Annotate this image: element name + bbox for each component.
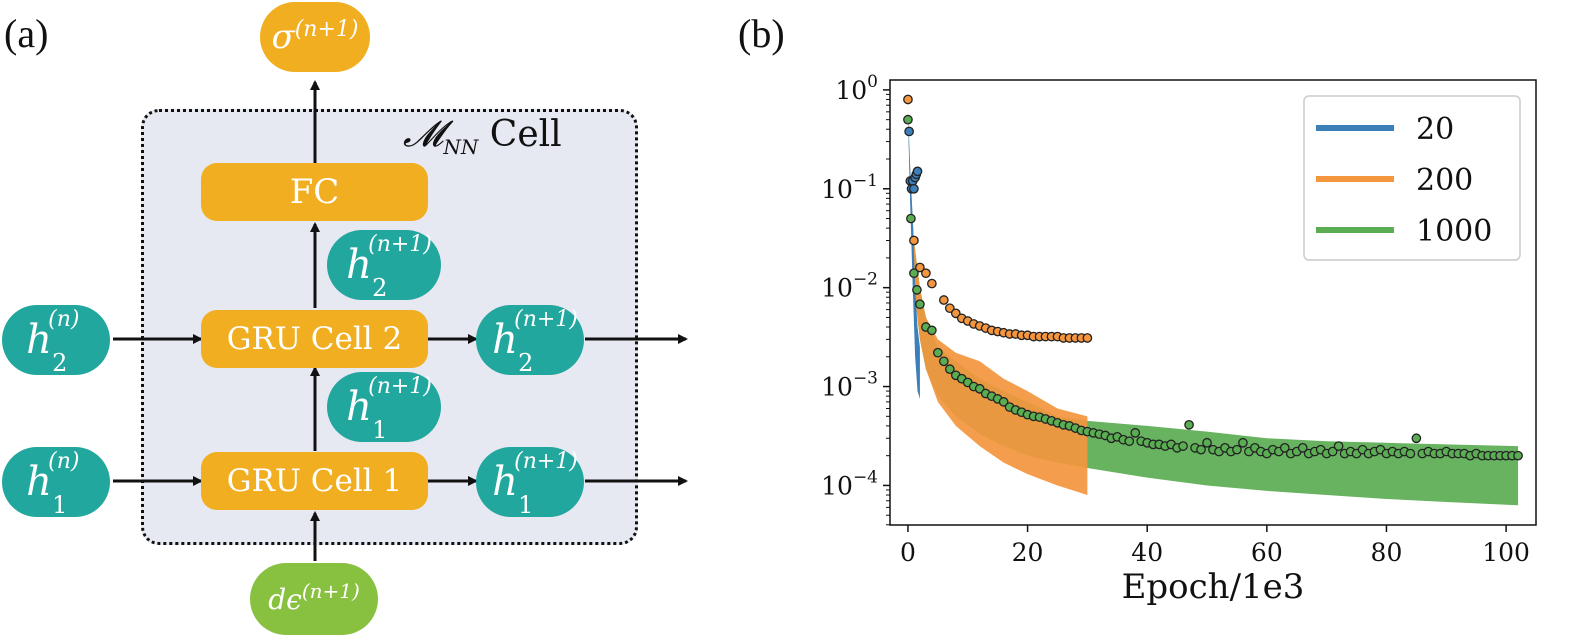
h1-prev-input-node: h (n) 1 <box>2 447 110 519</box>
val-point-1000-8 <box>938 356 949 367</box>
input-depsilon-node: dϵ (n+1) <box>250 563 378 635</box>
val-point-1000-86 <box>1405 448 1416 459</box>
val-point-1000-87 <box>1411 433 1422 444</box>
h1-next-mid-node: h (n+1) 1 <box>327 372 441 444</box>
val-point-1000-9 <box>944 364 955 374</box>
x-tick-label-100: 100 <box>1482 538 1530 567</box>
val-point-200-0 <box>903 94 913 105</box>
val-point-20-7 <box>912 166 923 177</box>
y-tick-label--2: 10−2 <box>821 270 878 303</box>
val-point-200-5 <box>938 295 949 305</box>
val-point-1000-4 <box>915 299 925 310</box>
val-point-1000-49 <box>1184 419 1194 430</box>
val-point-200-4 <box>927 278 937 289</box>
nn-cell-label: 𝓜NN Cell <box>403 114 562 160</box>
x-tick-label-80: 80 <box>1371 538 1403 567</box>
y-tick-label--4: 10−4 <box>821 467 878 500</box>
panel-label-a: (a) <box>4 11 49 56</box>
val-point-1000-74 <box>1333 441 1344 451</box>
val-point-1000-57 <box>1232 444 1242 455</box>
val-point-1000-6 <box>927 325 937 336</box>
val-point-1000-73 <box>1327 446 1338 457</box>
val-point-200-3 <box>921 268 931 279</box>
train-loss-band-200 <box>907 99 1088 496</box>
train-loss-band-1000 <box>907 119 1519 506</box>
y-tick-label--1: 10−1 <box>821 171 878 204</box>
x-tick-label-40: 40 <box>1131 538 1163 567</box>
legend-label-1000: 1000 <box>1416 214 1492 249</box>
val-point-1000-51 <box>1196 444 1206 455</box>
val-point-200-29 <box>1082 333 1093 343</box>
val-point-1000-40 <box>1130 428 1141 438</box>
val-point-200-2 <box>915 262 925 273</box>
val-point-1000-1 <box>906 213 916 224</box>
val-point-1000-68 <box>1297 442 1308 453</box>
val-point-1000-0 <box>903 114 913 125</box>
val-point-1000-104 <box>1513 450 1523 461</box>
legend-box <box>1303 95 1521 261</box>
val-point-1000-7 <box>933 347 943 358</box>
gru-cell-2-block: GRU Cell 2 <box>201 310 428 368</box>
h1-next-output-node: h (n+1) 1 <box>476 447 584 519</box>
val-point-200-6 <box>944 303 955 314</box>
panel-label-b: (b) <box>738 11 785 56</box>
val-point-20-0 <box>904 126 914 137</box>
val-point-1000-65 <box>1279 442 1290 453</box>
val-point-20-4 <box>909 183 919 194</box>
val-point-1000-52 <box>1202 437 1212 448</box>
h2-next-mid-node: h (n+1) 2 <box>327 230 441 302</box>
val-point-1000-2 <box>909 268 919 279</box>
val-point-1000-58 <box>1238 437 1248 448</box>
legend-label-200: 200 <box>1416 163 1473 198</box>
h2-next-output-node: h (n+1) 2 <box>476 305 584 377</box>
y-tick-label-0: 100 <box>835 72 878 105</box>
fc-block: FC <box>201 163 428 221</box>
output-sigma-node: σ (n+1) <box>260 2 370 72</box>
val-point-1000-48 <box>1178 441 1188 451</box>
val-point-1000-3 <box>912 285 922 295</box>
val-point-1000-18 <box>998 397 1009 407</box>
h2-prev-input-node: h (n) 2 <box>2 305 110 377</box>
legend-label-20: 20 <box>1416 112 1454 147</box>
x-tick-label-0: 0 <box>900 538 916 567</box>
val-point-1000-39 <box>1124 436 1135 447</box>
x-tick-label-20: 20 <box>1012 538 1044 567</box>
y-tick-label--3: 10−3 <box>821 369 878 402</box>
x-tick-label-60: 60 <box>1251 538 1283 567</box>
x-axis-label: Epoch/1e3 <box>1122 567 1305 607</box>
val-point-200-1 <box>909 235 919 246</box>
gru-cell-1-block: GRU Cell 1 <box>201 452 428 510</box>
